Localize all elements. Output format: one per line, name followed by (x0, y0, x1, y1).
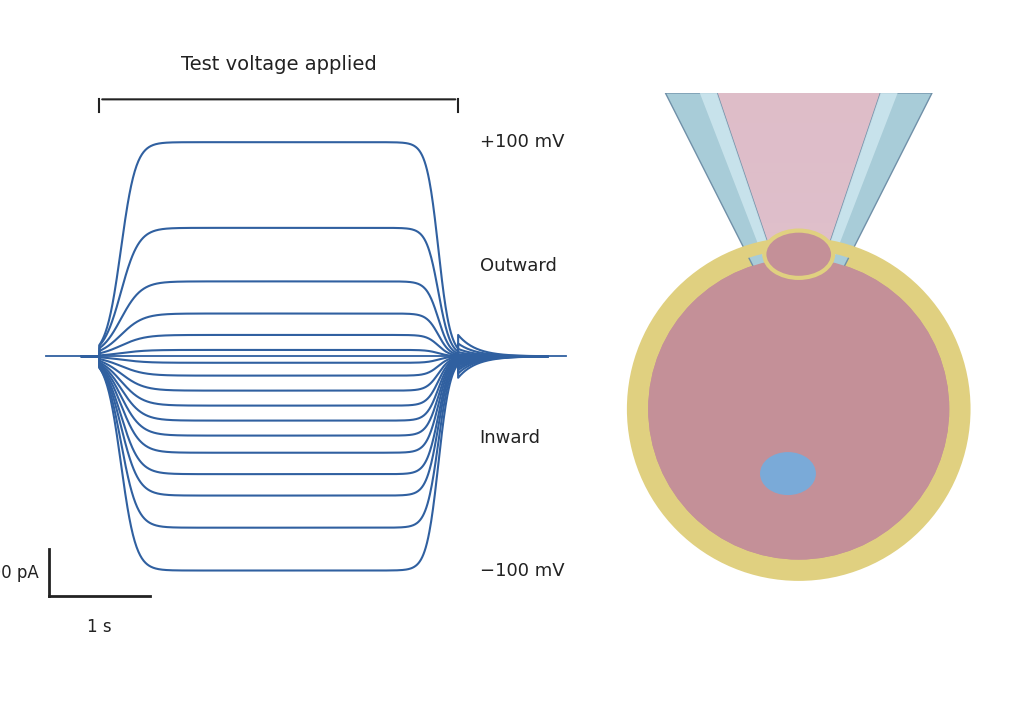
Text: Test voltage applied: Test voltage applied (181, 55, 377, 74)
Text: 1 s: 1 s (87, 618, 112, 635)
Polygon shape (680, 93, 918, 293)
Text: 100 pA: 100 pA (0, 564, 39, 582)
Polygon shape (666, 93, 777, 272)
Text: −100 mV: −100 mV (479, 562, 564, 580)
Polygon shape (762, 273, 836, 283)
Ellipse shape (764, 230, 834, 278)
Polygon shape (717, 173, 881, 183)
Text: Outward: Outward (479, 258, 556, 275)
Polygon shape (820, 93, 898, 272)
Polygon shape (753, 253, 845, 263)
Ellipse shape (775, 242, 822, 274)
Polygon shape (757, 263, 841, 273)
Text: Inward: Inward (479, 429, 541, 446)
Polygon shape (739, 223, 858, 233)
Polygon shape (730, 203, 867, 213)
Polygon shape (726, 193, 871, 203)
Polygon shape (721, 183, 877, 193)
Polygon shape (743, 233, 854, 243)
Polygon shape (766, 283, 831, 293)
Polygon shape (699, 93, 777, 272)
Ellipse shape (648, 258, 949, 559)
Ellipse shape (769, 244, 828, 286)
Ellipse shape (760, 452, 816, 495)
Text: +100 mV: +100 mV (479, 133, 564, 151)
Ellipse shape (633, 244, 965, 575)
Polygon shape (749, 243, 849, 253)
Ellipse shape (760, 452, 816, 495)
Polygon shape (820, 93, 932, 272)
Polygon shape (734, 213, 863, 223)
Ellipse shape (648, 258, 949, 559)
